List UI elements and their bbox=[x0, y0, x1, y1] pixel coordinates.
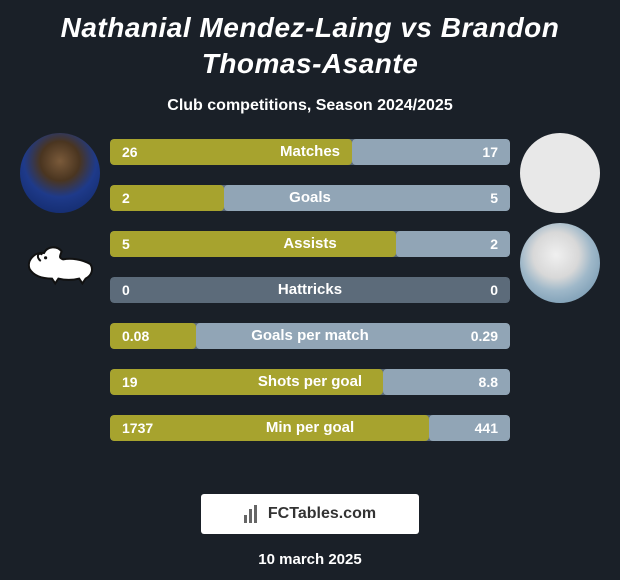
date-text: 10 march 2025 bbox=[0, 551, 620, 568]
footer-brand-text: FCTables.com bbox=[268, 505, 376, 523]
page-title: Nathanial Mendez-Laing vs Brandon Thomas… bbox=[0, 0, 620, 83]
ram-icon bbox=[20, 237, 100, 289]
stat-row: 1737441Min per goal bbox=[110, 415, 510, 441]
player-right-avatar bbox=[520, 133, 600, 213]
stat-row: 52Assists bbox=[110, 231, 510, 257]
player-left-avatar bbox=[20, 133, 100, 213]
stat-label: Goals bbox=[110, 185, 510, 211]
stat-label: Min per goal bbox=[110, 415, 510, 441]
stat-row: 00Hattricks bbox=[110, 277, 510, 303]
player-left-club-logo bbox=[20, 231, 100, 295]
left-player-col bbox=[10, 133, 110, 295]
stat-label: Hattricks bbox=[110, 277, 510, 303]
comparison-area: 2617Matches 25Goals 52Assists 00Hattricks 0.… bbox=[0, 133, 620, 461]
footer-brand: FCTables.com bbox=[201, 494, 419, 534]
stat-label: Assists bbox=[110, 231, 510, 257]
stats-bars: 2617Matches 25Goals 52Assists 00Hattricks 0.… bbox=[110, 133, 510, 461]
stat-label: Matches bbox=[110, 139, 510, 165]
stat-row: 25Goals bbox=[110, 185, 510, 211]
fctables-icon bbox=[244, 505, 262, 523]
stat-row: 0.080.29Goals per match bbox=[110, 323, 510, 349]
right-player-col bbox=[510, 133, 610, 295]
stat-row: 198.8Shots per goal bbox=[110, 369, 510, 395]
subtitle: Club competitions, Season 2024/2025 bbox=[0, 97, 620, 115]
stat-label: Shots per goal bbox=[110, 369, 510, 395]
stat-row: 2617Matches bbox=[110, 139, 510, 165]
stat-label: Goals per match bbox=[110, 323, 510, 349]
player-right-club-logo bbox=[520, 231, 600, 295]
ccfc-badge-icon bbox=[520, 223, 600, 303]
